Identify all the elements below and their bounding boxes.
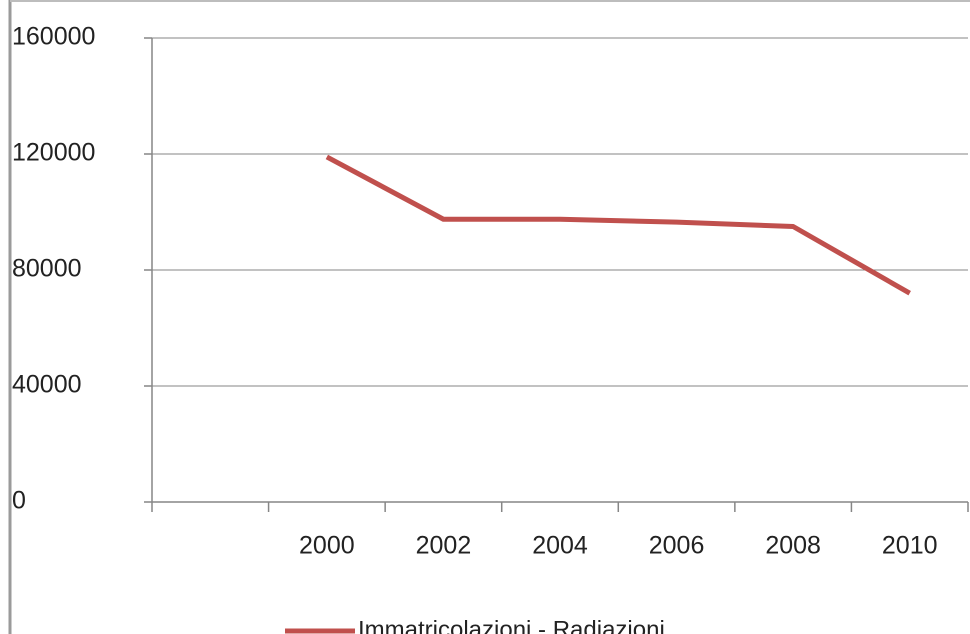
y-tick-label: 0 (12, 487, 26, 515)
x-tick-label: 2004 (532, 532, 588, 560)
x-tick-label: 2010 (882, 532, 938, 560)
legend-label: Immatricolazioni - Radiazioni (358, 616, 665, 634)
x-tick-label: 2000 (299, 532, 355, 560)
x-tick-label: 2002 (416, 532, 472, 560)
y-tick-label: 40000 (12, 371, 82, 399)
x-tick-label: 2006 (649, 532, 705, 560)
y-tick-label: 80000 (12, 255, 82, 283)
y-tick-label: 120000 (12, 139, 95, 167)
x-tick-label: 2008 (765, 532, 821, 560)
y-tick-label: 160000 (12, 23, 95, 51)
data-line (325, 154, 911, 296)
